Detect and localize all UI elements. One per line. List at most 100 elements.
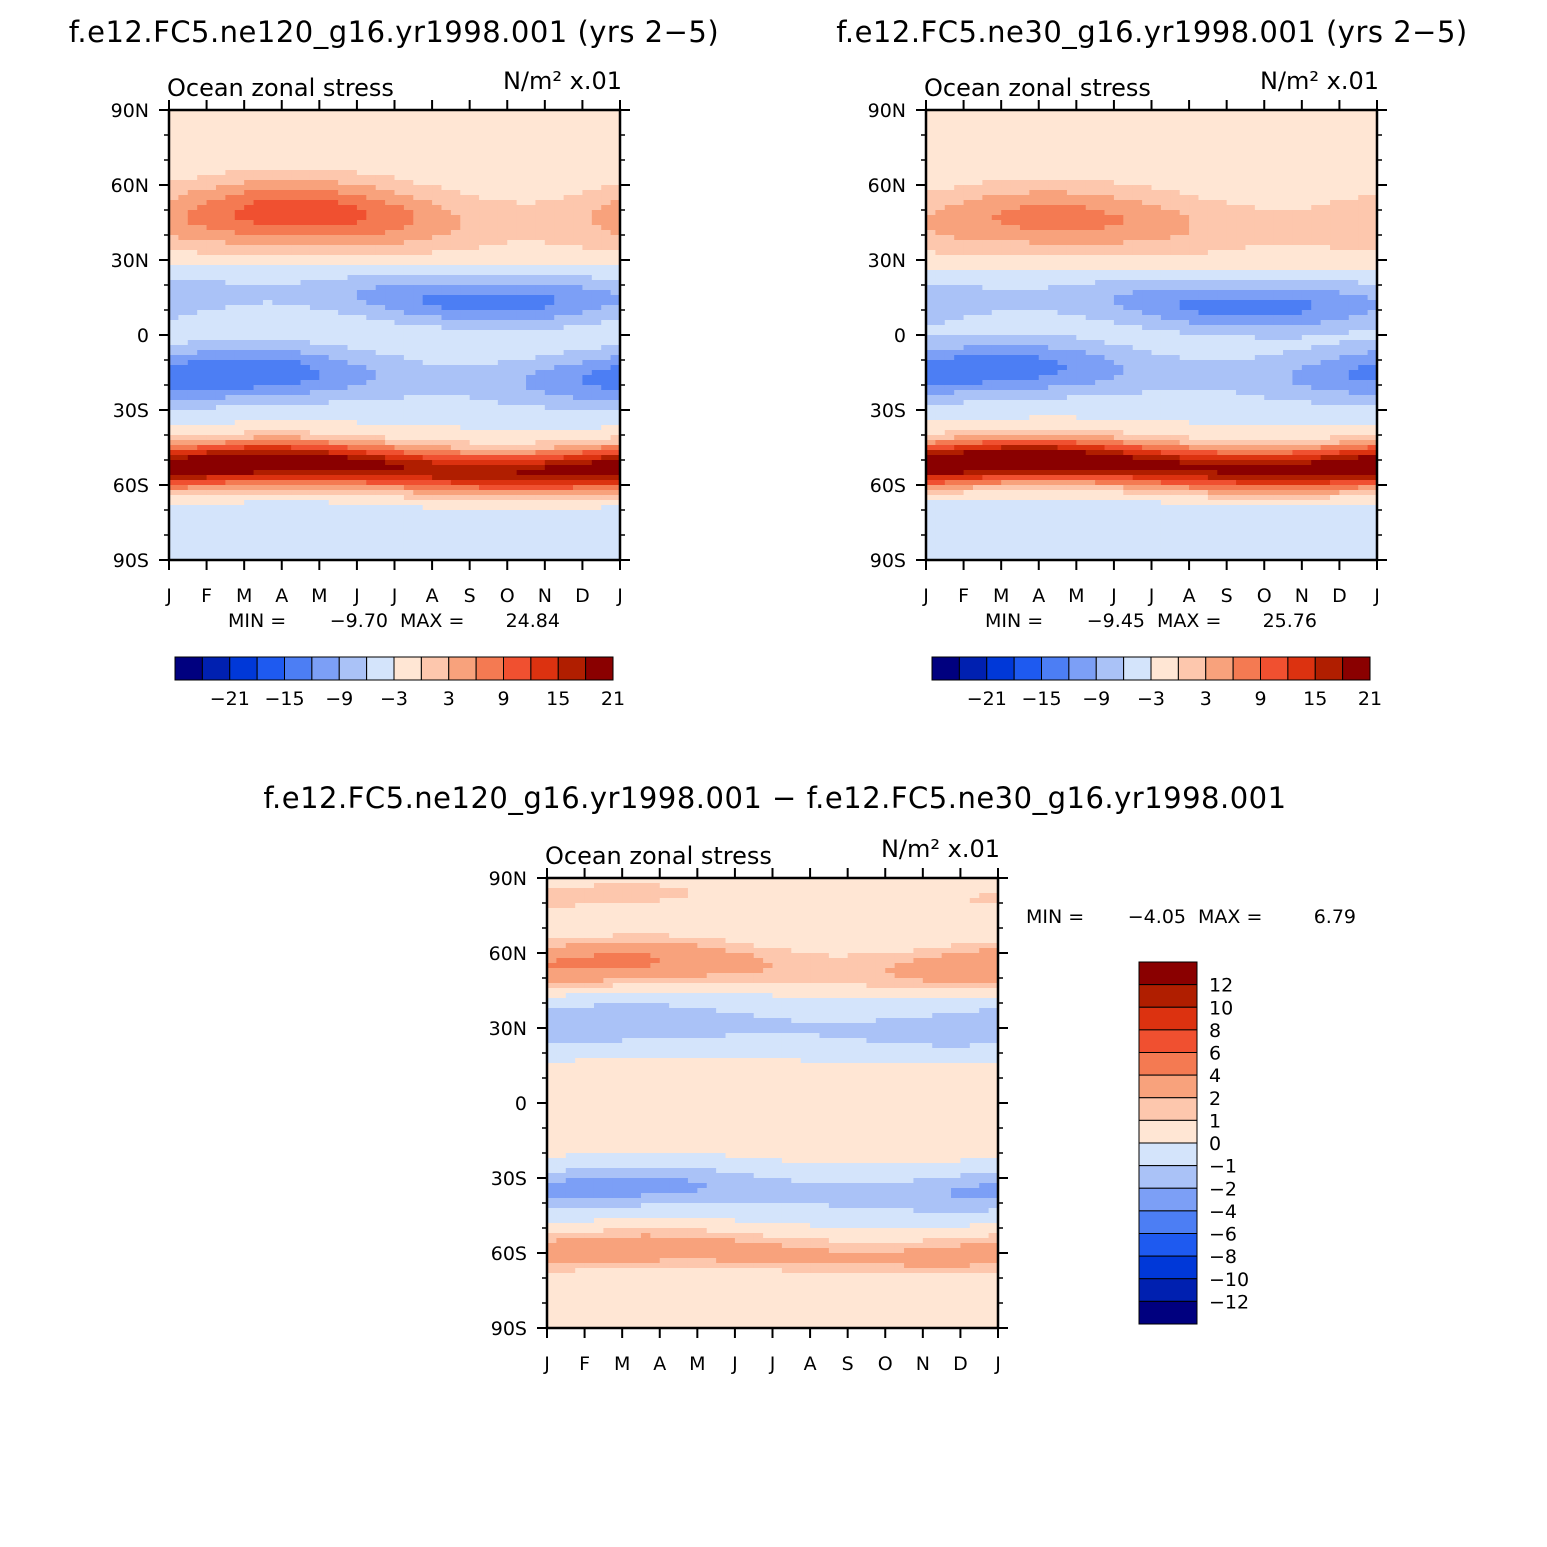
contour-cell [582, 215, 593, 221]
contour-cell [516, 210, 527, 216]
contour-cell [497, 325, 508, 331]
contour-cell [441, 205, 452, 211]
contour-cell [526, 255, 537, 261]
contour-cell [206, 245, 217, 251]
contour-cell [554, 255, 565, 261]
contour-cell [1207, 130, 1218, 136]
contour-cell [169, 405, 179, 411]
contour-cell [432, 310, 443, 316]
contour-cell [516, 250, 527, 256]
contour-cell [281, 260, 292, 266]
contour-cell [385, 315, 396, 321]
contour-cell [234, 200, 245, 206]
contour-cell [479, 130, 490, 136]
contour-cell [347, 290, 358, 296]
contour-cell [460, 135, 471, 141]
contour-cell [944, 155, 955, 161]
contour-cell [272, 215, 283, 221]
contour-cell [944, 125, 955, 131]
contour-cell [422, 145, 433, 151]
contour-cell [366, 350, 377, 356]
contour-cell [1226, 120, 1237, 126]
contour-cell [450, 495, 461, 501]
contour-cell [356, 290, 367, 296]
contour-cell [591, 505, 602, 511]
contour-cell [1339, 135, 1350, 141]
contour-cell [573, 350, 584, 356]
contour-cell [441, 545, 452, 551]
contour-cell [309, 530, 320, 536]
contour-cell [375, 420, 386, 426]
contour-cell [413, 280, 424, 286]
contour-cell [366, 325, 377, 331]
contour-cell [215, 120, 226, 126]
contour-cell [554, 270, 565, 276]
contour-cell [281, 385, 292, 391]
contour-cell [610, 510, 620, 516]
contour-cell [582, 320, 593, 326]
contour-cell [291, 135, 302, 141]
contour-cell [479, 325, 490, 331]
contour-cell [563, 440, 574, 446]
contour-cell [300, 415, 311, 421]
contour-cell [244, 440, 255, 446]
contour-cell [291, 255, 302, 261]
contour-cell [328, 535, 339, 541]
contour-cell [535, 135, 546, 141]
contour-cell [403, 190, 414, 196]
contour-cell [338, 555, 349, 560]
contour-cell [291, 495, 302, 501]
contour-cell [573, 180, 584, 186]
contour-cell [206, 485, 217, 491]
contour-cell [319, 220, 330, 226]
contour-cell [300, 470, 311, 476]
contour-cell [300, 320, 311, 326]
contour-cell [507, 205, 518, 211]
contour-cell [347, 450, 358, 456]
contour-cell [535, 495, 546, 501]
contour-cell [582, 210, 593, 216]
contour-cell [234, 275, 245, 281]
contour-cell [497, 180, 508, 186]
contour-cell [197, 490, 208, 496]
contour-cell [300, 240, 311, 246]
contour-cell [1076, 120, 1087, 126]
contour-cell [441, 325, 452, 331]
contour-cell [319, 470, 330, 476]
contour-cell [432, 320, 443, 326]
contour-cell [926, 115, 936, 121]
contour-cell [413, 500, 424, 506]
contour-cell [262, 535, 273, 541]
contour-cell [432, 205, 443, 211]
contour-cell [479, 225, 490, 231]
contour-cell [385, 475, 396, 481]
contour-cell [1189, 160, 1200, 166]
contour-cell [544, 530, 555, 536]
contour-cell [291, 175, 302, 181]
contour-cell [422, 195, 433, 201]
contour-cell [479, 380, 490, 386]
contour-cell [1358, 150, 1369, 156]
contour-cell [488, 220, 499, 226]
contour-cell [225, 335, 236, 341]
contour-cell [460, 485, 471, 491]
contour-cell [413, 530, 424, 536]
contour-cell [441, 120, 452, 126]
contour-cell [507, 475, 518, 481]
contour-cell [234, 425, 245, 431]
contour-cell [206, 415, 217, 421]
contour-cell [291, 395, 302, 401]
contour-cell [1029, 140, 1040, 146]
contour-cell [291, 540, 302, 546]
contour-cell [187, 525, 198, 531]
contour-cell [300, 435, 311, 441]
contour-cell [1057, 135, 1068, 141]
contour-cell [479, 310, 490, 316]
contour-cell [385, 370, 396, 376]
contour-cell [300, 210, 311, 216]
contour-cell [516, 335, 527, 341]
contour-cell [281, 190, 292, 196]
contour-cell [356, 200, 367, 206]
contour-cell [1245, 130, 1256, 136]
contour-cell [469, 425, 480, 431]
